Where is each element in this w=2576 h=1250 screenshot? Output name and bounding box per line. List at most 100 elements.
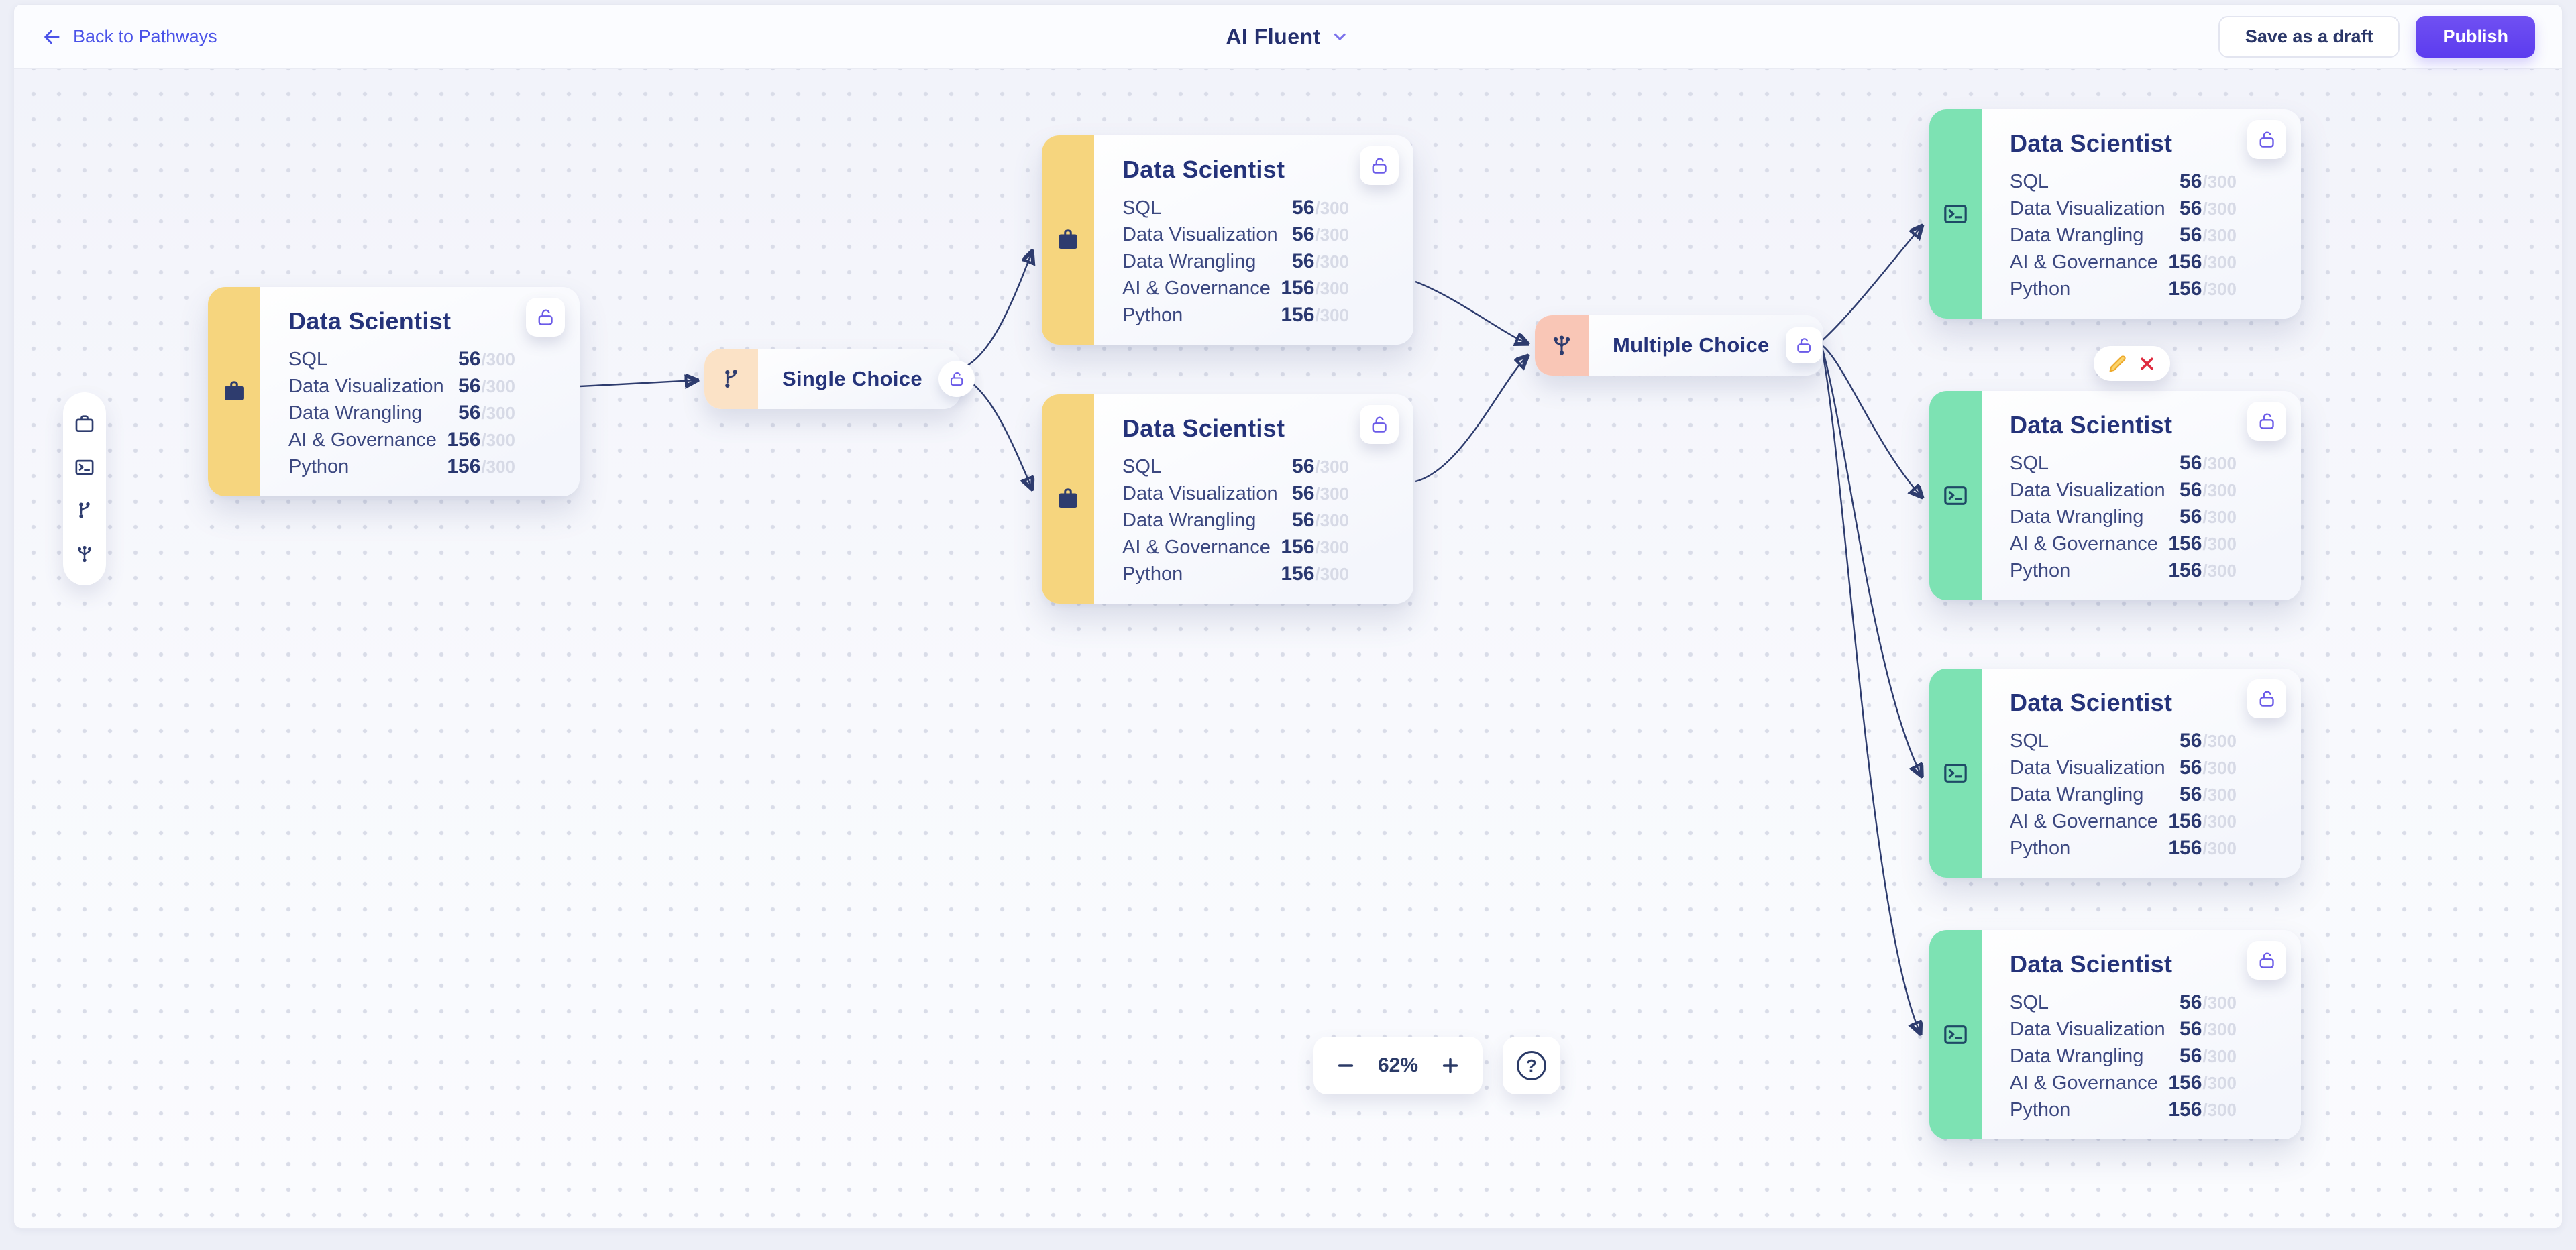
skill-value: 56 xyxy=(2180,756,2202,779)
skill-value: 156 xyxy=(1281,536,1315,558)
skill-name: Python xyxy=(1122,563,1183,585)
unlock-button[interactable] xyxy=(1360,405,1399,444)
skill-max: /300 xyxy=(2202,838,2237,858)
skill-name: Python xyxy=(2010,1099,2071,1121)
skill-max: /300 xyxy=(2202,225,2237,245)
skill-max: /300 xyxy=(2202,811,2237,832)
publish-button[interactable]: Publish xyxy=(2416,15,2535,58)
skill-row: AI & Governance 156 /300 xyxy=(2010,808,2237,835)
skill-value: 56 xyxy=(458,348,481,370)
zoom-in-button[interactable] xyxy=(1439,1054,1462,1077)
unlock-button[interactable] xyxy=(2247,679,2286,718)
skill-row: Data Visualization 56 /300 xyxy=(2010,195,2237,222)
skill-value: 56 xyxy=(2180,479,2202,501)
skill-max: /300 xyxy=(1315,564,1349,584)
top-bar-actions: Save as a draft Publish xyxy=(2218,15,2535,58)
card-type-strip xyxy=(1929,669,1982,878)
delete-node-button[interactable] xyxy=(2137,354,2156,373)
unlock-button[interactable] xyxy=(1785,327,1822,363)
job-card-tool-button[interactable] xyxy=(73,412,96,435)
skill-name: Python xyxy=(2010,560,2071,581)
course-card-tool-button[interactable] xyxy=(73,456,96,479)
minus-icon xyxy=(1338,1064,1354,1067)
card-title: Data Scientist xyxy=(288,307,451,335)
card-body: Data Scientist SQL 56 /300 Data Visualiz… xyxy=(1094,135,1413,345)
skill-name: Data Wrangling xyxy=(1122,510,1256,531)
single-choice-node[interactable]: Single Choice xyxy=(704,349,975,409)
skill-value: 156 xyxy=(2168,278,2202,300)
multiple-choice-tool-button[interactable] xyxy=(73,543,96,565)
skill-row: Data Visualization 56 /300 xyxy=(288,373,515,400)
arrow-left-icon xyxy=(44,30,60,44)
multiple-choice-node[interactable]: Multiple Choice xyxy=(1535,315,1823,376)
save-draft-button[interactable]: Save as a draft xyxy=(2218,15,2400,58)
back-to-pathways-link[interactable]: Back to Pathways xyxy=(41,26,217,48)
skill-max: /300 xyxy=(2202,198,2237,219)
skill-max: /300 xyxy=(2202,453,2237,473)
skill-name: SQL xyxy=(288,349,328,370)
unlock-icon xyxy=(1796,338,1811,353)
skill-name: Data Visualization xyxy=(288,376,444,397)
skill-name: SQL xyxy=(2010,730,2049,752)
single-choice-tool-button[interactable] xyxy=(73,499,96,522)
skill-name: AI & Governance xyxy=(2010,533,2158,555)
unlock-button[interactable] xyxy=(2247,941,2286,980)
unlock-icon xyxy=(538,309,553,325)
help-button[interactable]: ? xyxy=(1503,1037,1560,1094)
skill-max: /300 xyxy=(481,349,515,370)
unlock-button[interactable] xyxy=(1360,146,1399,185)
skill-max: /300 xyxy=(1315,510,1349,530)
skill-value: 56 xyxy=(1292,196,1315,219)
skill-row: Data Visualization 56 /300 xyxy=(1122,480,1349,507)
skill-name: SQL xyxy=(1122,456,1162,477)
skill-value: 56 xyxy=(2180,1045,2202,1067)
card-title: Data Scientist xyxy=(2010,950,2173,978)
skill-max: /300 xyxy=(2202,507,2237,527)
job-card-option-top[interactable]: Data Scientist SQL 56 /300 Data Visualiz… xyxy=(1042,135,1413,345)
skill-name: Data Wrangling xyxy=(288,402,423,424)
multi-branch-icon xyxy=(77,545,92,562)
skill-value: 56 xyxy=(2180,991,2202,1013)
skill-value: 156 xyxy=(1281,563,1315,585)
zoom-out-button[interactable] xyxy=(1334,1054,1357,1077)
job-card-start[interactable]: Data Scientist SQL 56 /300 Data Visualiz… xyxy=(208,287,580,496)
skill-row: Data Wrangling 56 /300 xyxy=(2010,1043,2237,1070)
skill-row: Python 156 /300 xyxy=(2010,557,2237,584)
skill-name: Data Visualization xyxy=(2010,1019,2165,1040)
course-card-3[interactable]: Data Scientist SQL 56 /300 Data Visualiz… xyxy=(1929,669,2301,878)
unlock-button[interactable] xyxy=(938,361,975,397)
skill-name: Data Visualization xyxy=(2010,198,2165,219)
skill-name: Data Visualization xyxy=(2010,479,2165,501)
edit-node-button[interactable] xyxy=(2108,354,2127,373)
course-card-2[interactable]: Data Scientist SQL 56 /300 Data Visualiz… xyxy=(1929,391,2301,600)
multiple-choice-label: Multiple Choice xyxy=(1613,333,1770,357)
back-label: Back to Pathways xyxy=(73,26,217,46)
skill-max: /300 xyxy=(2202,480,2237,500)
skill-name: AI & Governance xyxy=(2010,1072,2158,1094)
skill-value: 156 xyxy=(2168,1098,2202,1121)
skill-max: /300 xyxy=(481,403,515,423)
skill-max: /300 xyxy=(2202,279,2237,299)
skill-name: SQL xyxy=(2010,453,2049,474)
unlock-button[interactable] xyxy=(2247,402,2286,441)
unlock-button[interactable] xyxy=(2247,120,2286,159)
skill-max: /300 xyxy=(1315,198,1349,218)
skill-value: 156 xyxy=(2168,1072,2202,1094)
multiple-choice-strip xyxy=(1535,315,1589,376)
course-card-4[interactable]: Data Scientist SQL 56 /300 Data Visualiz… xyxy=(1929,930,2301,1139)
course-card-1[interactable]: Data Scientist SQL 56 /300 Data Visualiz… xyxy=(1929,109,2301,319)
zoom-level: 62% xyxy=(1377,1054,1419,1076)
zoom-controls: 62% xyxy=(1313,1037,1483,1094)
skill-row: AI & Governance 156 /300 xyxy=(2010,530,2237,557)
skill-value: 156 xyxy=(2168,559,2202,581)
skill-value: 156 xyxy=(1281,304,1315,326)
card-title: Data Scientist xyxy=(2010,411,2173,439)
skill-value: 56 xyxy=(2180,224,2202,246)
unlock-button[interactable] xyxy=(526,298,565,337)
skill-value: 56 xyxy=(2180,197,2202,219)
briefcase-icon xyxy=(1059,488,1077,508)
skill-row: Python 156 /300 xyxy=(288,453,515,480)
job-card-option-bottom[interactable]: Data Scientist SQL 56 /300 Data Visualiz… xyxy=(1042,394,1413,604)
card-title: Data Scientist xyxy=(1122,414,1285,442)
pathway-title-dropdown[interactable]: AI Fluent xyxy=(1226,24,1350,49)
